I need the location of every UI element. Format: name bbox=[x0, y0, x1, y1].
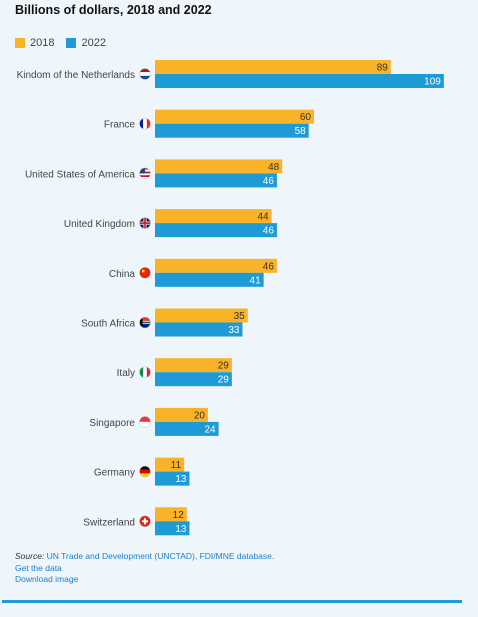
italy-flag-icon bbox=[139, 366, 151, 378]
bar-2018 bbox=[155, 60, 391, 74]
category-label: Singapore bbox=[89, 418, 135, 429]
bar-2022 bbox=[155, 223, 277, 238]
chart-title: Billions of dollars, 2018 and 2022 bbox=[15, 3, 212, 17]
bar-2022 bbox=[155, 471, 190, 486]
bar-2018 bbox=[155, 159, 283, 174]
category-label: United States of America bbox=[25, 169, 135, 180]
category-label: Kindom of the Netherlands bbox=[17, 70, 135, 81]
category-label: France bbox=[104, 120, 136, 131]
bar-2018 bbox=[155, 457, 185, 472]
category-label: Italy bbox=[117, 368, 135, 379]
category-label: South Africa bbox=[81, 319, 135, 330]
bar-2018 bbox=[155, 407, 208, 422]
category-label: United Kingdom bbox=[64, 219, 135, 230]
bar-2022 bbox=[155, 272, 264, 287]
legend-item-2018: 2018 bbox=[15, 37, 54, 49]
data-label-2018: 44 bbox=[257, 212, 269, 223]
legend-item-2022: 2022 bbox=[66, 37, 106, 49]
bar-2022 bbox=[155, 372, 232, 387]
bar-2022 bbox=[155, 421, 219, 436]
bar-2018 bbox=[155, 507, 187, 522]
data-label-2022: 58 bbox=[295, 126, 307, 137]
singapore-flag-icon bbox=[139, 416, 151, 428]
bar-2018 bbox=[155, 358, 232, 373]
usa-flag-icon bbox=[139, 167, 151, 180]
category-label: China bbox=[109, 269, 136, 280]
switzerland-flag-icon bbox=[139, 515, 151, 528]
data-label-2022: 41 bbox=[250, 275, 262, 286]
legend-label-2022: 2022 bbox=[81, 37, 106, 49]
data-label-2018: 12 bbox=[173, 510, 185, 521]
bar-2022 bbox=[155, 74, 444, 88]
data-label-2022: 46 bbox=[263, 226, 275, 237]
bar-2018 bbox=[155, 209, 272, 224]
bar-2018 bbox=[155, 258, 277, 273]
data-label-2018: 20 bbox=[194, 410, 206, 421]
download-image-link[interactable]: Download image bbox=[15, 574, 79, 584]
bar-2022 bbox=[155, 173, 277, 188]
legend: 2018 2022 bbox=[15, 37, 118, 49]
category-label: Switzerland bbox=[83, 517, 135, 528]
germany-flag-icon bbox=[139, 465, 151, 478]
china-flag-icon bbox=[139, 267, 151, 279]
source-text: UN Trade and Development (UNCTAD), FDI/M… bbox=[46, 551, 275, 561]
bottom-divider bbox=[2, 600, 462, 603]
bar-2022 bbox=[155, 123, 309, 138]
south-africa-flag-icon bbox=[139, 316, 151, 329]
bar-2018 bbox=[155, 308, 248, 323]
bar-chart: 89 109 Kindom of the Netherlands 60 58 France… bbox=[17, 60, 444, 536]
category-label: Germany bbox=[94, 468, 135, 479]
data-label-2022: 13 bbox=[175, 524, 187, 535]
bar-2018 bbox=[155, 109, 314, 124]
bar-2022 bbox=[155, 521, 190, 536]
uk-flag-icon bbox=[139, 217, 151, 229]
bar-2022 bbox=[155, 322, 243, 337]
data-label-2018: 46 bbox=[263, 261, 275, 272]
data-label-2018: 48 bbox=[268, 162, 280, 173]
netherlands-flag-icon bbox=[139, 68, 151, 80]
data-label-2022: 24 bbox=[204, 424, 216, 435]
data-label-2022: 33 bbox=[228, 325, 240, 336]
data-label-2018: 29 bbox=[218, 361, 230, 372]
data-label-2022: 29 bbox=[218, 375, 230, 386]
get-data-link[interactable]: Get the data bbox=[15, 562, 62, 573]
legend-swatch-2022 bbox=[66, 38, 77, 48]
data-label-2022: 13 bbox=[175, 474, 187, 485]
data-label-2018: 60 bbox=[300, 112, 312, 123]
france-flag-icon bbox=[139, 117, 151, 130]
data-label-2018: 89 bbox=[377, 63, 389, 74]
data-label-2022: 46 bbox=[263, 176, 275, 187]
data-label-2022: 109 bbox=[424, 77, 441, 88]
source-label: Source: bbox=[15, 551, 45, 561]
data-label-2018: 35 bbox=[234, 311, 246, 322]
legend-label-2018: 2018 bbox=[30, 37, 55, 49]
source-block: Source: UN Trade and Development (UNCTAD… bbox=[15, 551, 274, 586]
data-label-2018: 11 bbox=[171, 460, 182, 471]
legend-swatch-2018 bbox=[15, 38, 25, 48]
